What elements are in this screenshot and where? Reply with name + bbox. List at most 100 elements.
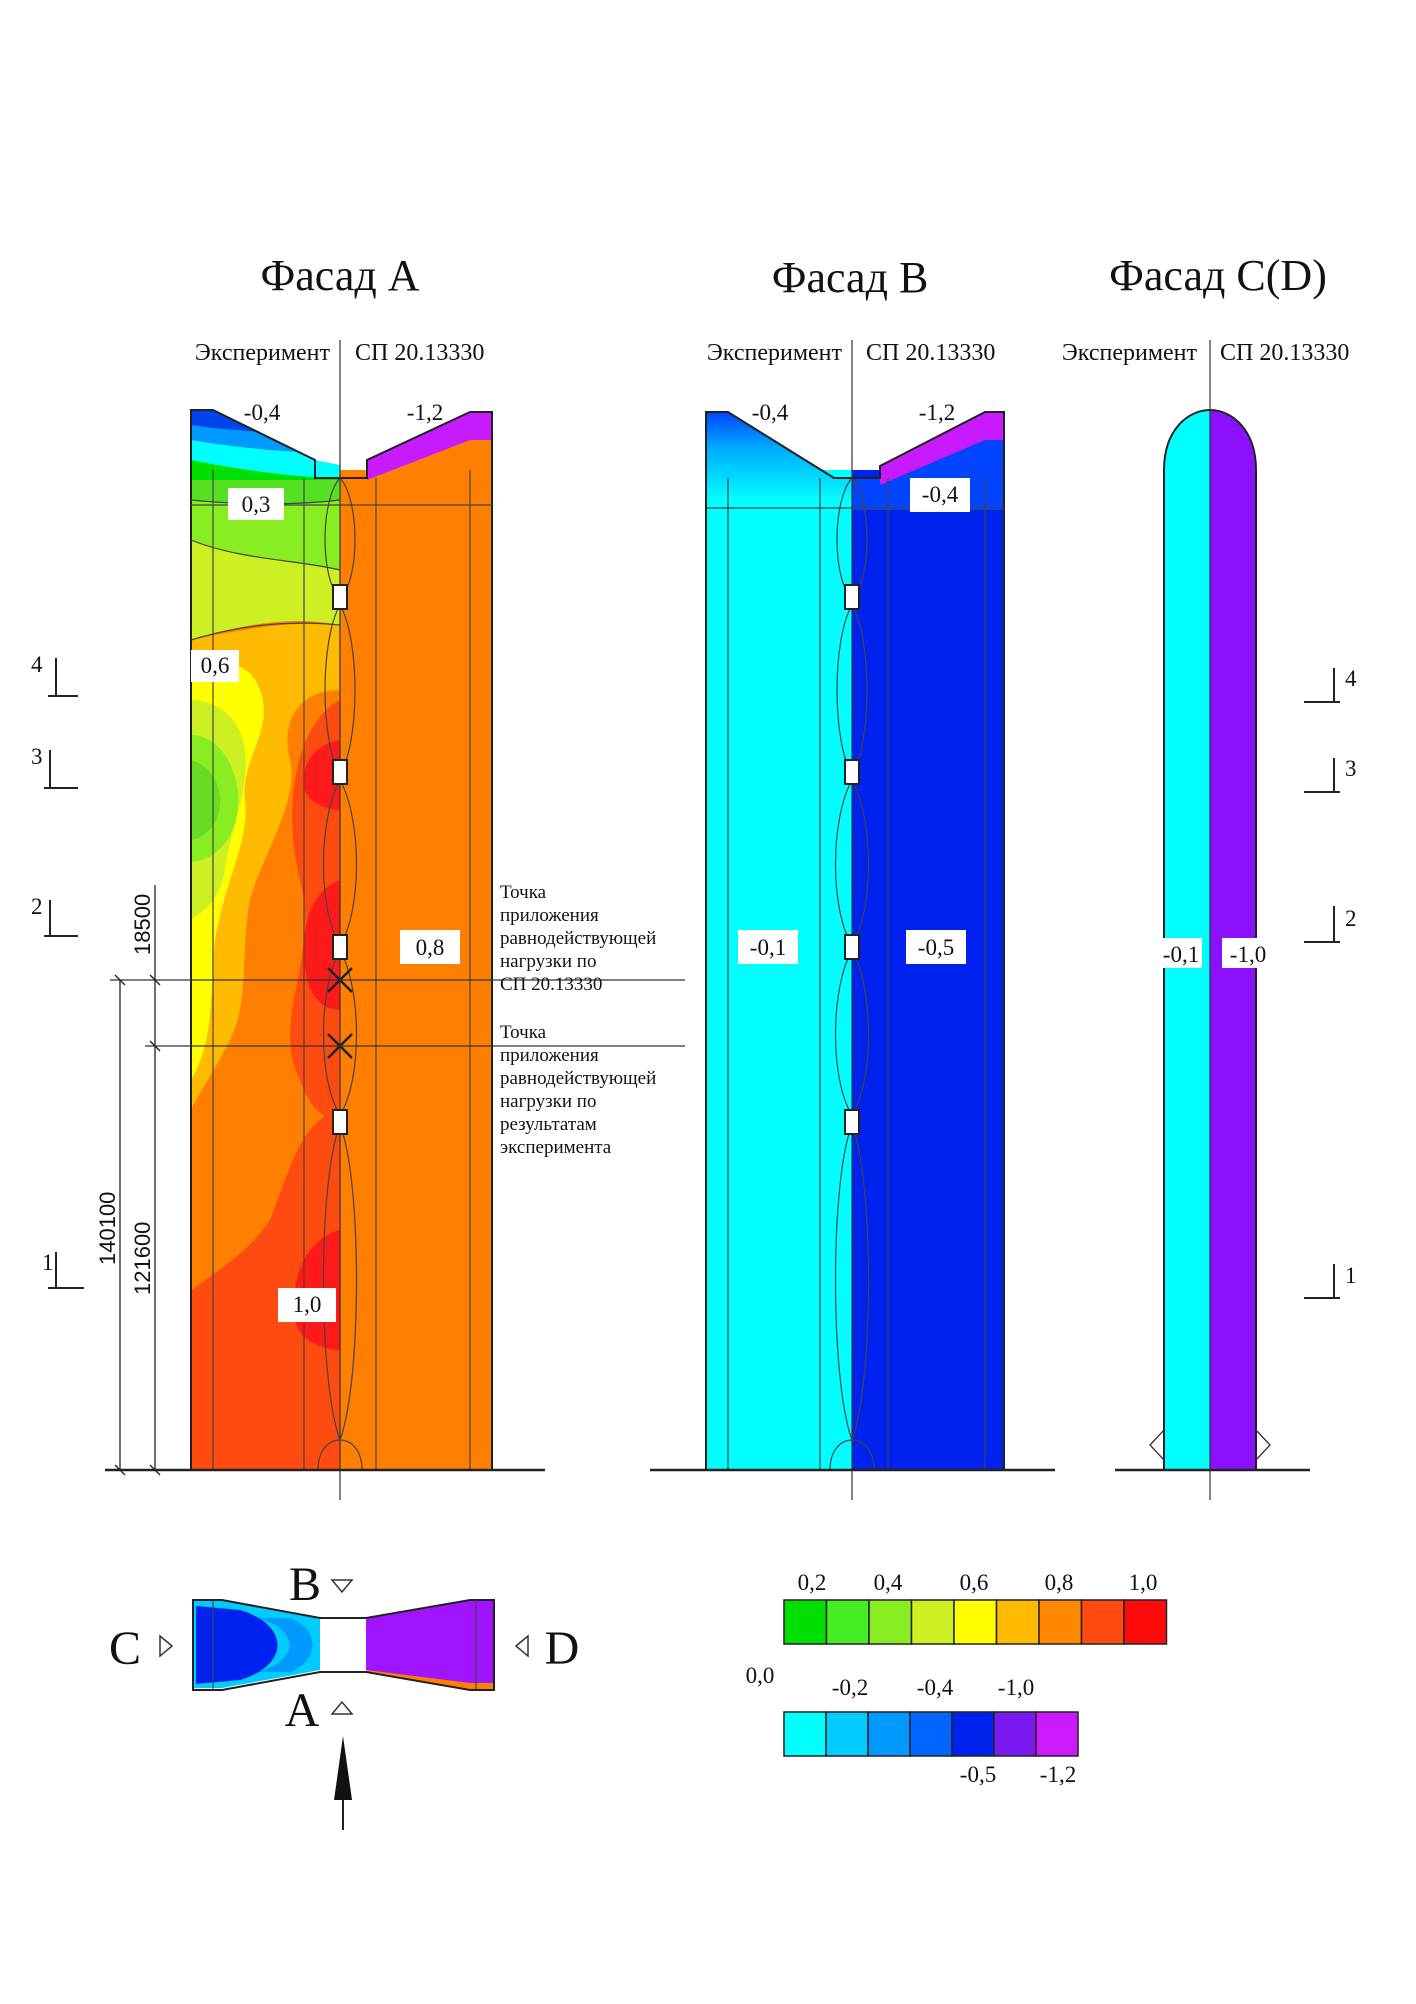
legend-positive-swatch <box>953 1599 998 1645</box>
legend-pos-label-4: 0,8 <box>1045 1570 1074 1595</box>
plan-left-wing-core <box>196 1606 278 1684</box>
facade-a-standard-zone <box>340 470 492 1470</box>
dim-121600: 121600 <box>130 1222 155 1295</box>
facade-b-label-box-3 <box>906 930 966 964</box>
facade-a-exp-red-core-3 <box>303 740 340 810</box>
facade-b-upper-right-value: -0,4 <box>922 482 959 507</box>
legend-positive-swatch <box>868 1599 913 1645</box>
legend-negative-swatch <box>909 1711 953 1757</box>
legend-pos-label-5: 1,0 <box>1129 1570 1158 1595</box>
plan-center <box>320 1618 366 1670</box>
plan-outline <box>192 1599 495 1691</box>
legend-neg-label-4: -0,5 <box>960 1762 996 1787</box>
legend-positive-swatch <box>1038 1599 1083 1645</box>
legend-neg-label-5: -1,2 <box>1040 1762 1076 1787</box>
plan-label-a: A <box>285 1684 320 1737</box>
plan-marker-b <box>330 1579 354 1594</box>
section-marks-left <box>44 658 84 1289</box>
dim-140100: 140100 <box>95 1192 120 1265</box>
legend-positive-swatch <box>1080 1599 1125 1645</box>
plan-view: B A C D <box>109 1558 579 1830</box>
plan-left-wing-mid <box>258 1618 313 1672</box>
facade-cd-label-box-2 <box>1222 938 1274 968</box>
facade-a-window-2 <box>332 759 348 785</box>
legend-neg-label-3: -1,0 <box>998 1675 1034 1700</box>
section-marks-right <box>1304 668 1340 1299</box>
note-experiment-line-6: эксперимента <box>500 1137 612 1158</box>
plan-label-d: D <box>545 1622 580 1675</box>
facade-b-standard-zone <box>852 470 1004 1470</box>
note-experiment-line-3: равнодействующей <box>500 1068 656 1089</box>
title-facade-a: Фасад A <box>260 251 419 300</box>
header-standard-a: СП 20.13330 <box>355 340 484 366</box>
legend-labels: 0,2 0,4 0,6 0,8 1,0 0,0 -0,2 -0,4 -1,0 -… <box>746 1570 1158 1787</box>
facade-a: -0,4 -1,2 0,3 0,6 0,8 1,0 Точка приложен… <box>95 340 685 1500</box>
legend-negative-swatch <box>1035 1711 1079 1757</box>
legend-neg-label-2: -0,4 <box>917 1675 954 1700</box>
note-standard-line-3: равнодействующей <box>500 928 656 949</box>
header-standard-cd: СП 20.13330 <box>1220 340 1349 366</box>
section-mark-right-2: 2 <box>1345 906 1357 931</box>
facade-b-roof-right-zone <box>880 412 1004 485</box>
legend-positive-swatch <box>825 1599 870 1645</box>
facade-cd: -0,1 -1,0 <box>1115 340 1310 1500</box>
legend-positive-swatch <box>910 1599 955 1645</box>
note-experiment-line-4: нагрузки по <box>500 1091 596 1112</box>
plan-inner-lines <box>212 1600 477 1690</box>
legend-negative-swatch <box>993 1711 1037 1757</box>
legend-positive-scale <box>783 1599 1168 1645</box>
header-experiment-a: Эксперимент <box>195 340 331 366</box>
facade-a-label-06: 0,6 <box>201 653 230 678</box>
facade-a-label-08: 0,8 <box>416 935 445 960</box>
title-facade-b: Фасад B <box>772 253 929 302</box>
facade-a-label-03: 0,3 <box>242 492 271 517</box>
facade-a-roof-blue-3 <box>191 410 260 432</box>
facade-a-outline <box>190 409 493 1470</box>
facade-cd-label-box-1 <box>1160 938 1202 968</box>
legend-negative-swatch <box>867 1711 911 1757</box>
facade-b-label-box-2 <box>738 930 798 964</box>
facade-cd-diamonds <box>1149 1429 1271 1461</box>
facade-a-label-box-4 <box>278 1288 336 1322</box>
plan-marker-c <box>159 1634 174 1658</box>
plan-wind-arrow-head <box>334 1736 352 1800</box>
dim-18500: 18500 <box>130 894 155 955</box>
title-facade-cd: Фасад C(D) <box>1109 251 1327 300</box>
facade-a-window-1 <box>332 584 348 610</box>
legend-zero-label: 0,0 <box>746 1663 775 1688</box>
facade-b-outline <box>705 411 1005 1470</box>
facade-b-top-right-value: -1,2 <box>919 400 955 425</box>
facade-a-exp-red-core-2 <box>303 880 340 1010</box>
legend-positive-swatch <box>995 1599 1040 1645</box>
legend-pos-label-1: 0,2 <box>798 1570 827 1595</box>
facade-cd-left-value: -0,1 <box>1163 942 1199 967</box>
facade-a-window-3 <box>332 934 348 960</box>
section-mark-left-4: 4 <box>31 652 43 677</box>
note-standard-line-5: СП 20.13330 <box>500 974 602 995</box>
facade-a-label-box-3 <box>400 930 460 964</box>
facade-cd-right-value: -1,0 <box>1230 942 1266 967</box>
facade-b-window-1 <box>844 584 860 610</box>
facade-b-window-3 <box>844 934 860 960</box>
facade-a-top-left-value: -0,4 <box>244 400 281 425</box>
facade-b-window-2 <box>844 759 860 785</box>
facade-a-note-experiment: Точка приложения равнодействующей нагруз… <box>500 1022 661 1158</box>
facade-b-window-4 <box>844 1109 860 1135</box>
section-mark-right-3: 3 <box>1345 756 1357 781</box>
legend-negative-swatch <box>951 1711 995 1757</box>
facade-a-label-10: 1,0 <box>293 1292 322 1317</box>
facade-b-experiment-zone <box>706 470 852 1470</box>
plan-marker-a <box>330 1700 354 1715</box>
section-mark-left-1: 1 <box>42 1250 54 1275</box>
plan-marker-d <box>514 1634 529 1658</box>
facade-a-note-standard: Точка приложения равнодействующей нагруз… <box>500 882 661 995</box>
facade-a-window-4 <box>332 1109 348 1135</box>
facade-b-roof-left <box>706 412 852 500</box>
facade-a-exp-lower-red <box>191 1110 340 1470</box>
legend-negative-swatch <box>783 1711 827 1757</box>
section-mark-right-4: 4 <box>1345 666 1357 691</box>
note-experiment-line-2: приложения <box>500 1045 599 1066</box>
facade-a-top-right-value: -1,2 <box>407 400 443 425</box>
facade-a-roof-right-zone <box>367 412 492 480</box>
facade-b-top-left-value: -0,4 <box>752 400 789 425</box>
